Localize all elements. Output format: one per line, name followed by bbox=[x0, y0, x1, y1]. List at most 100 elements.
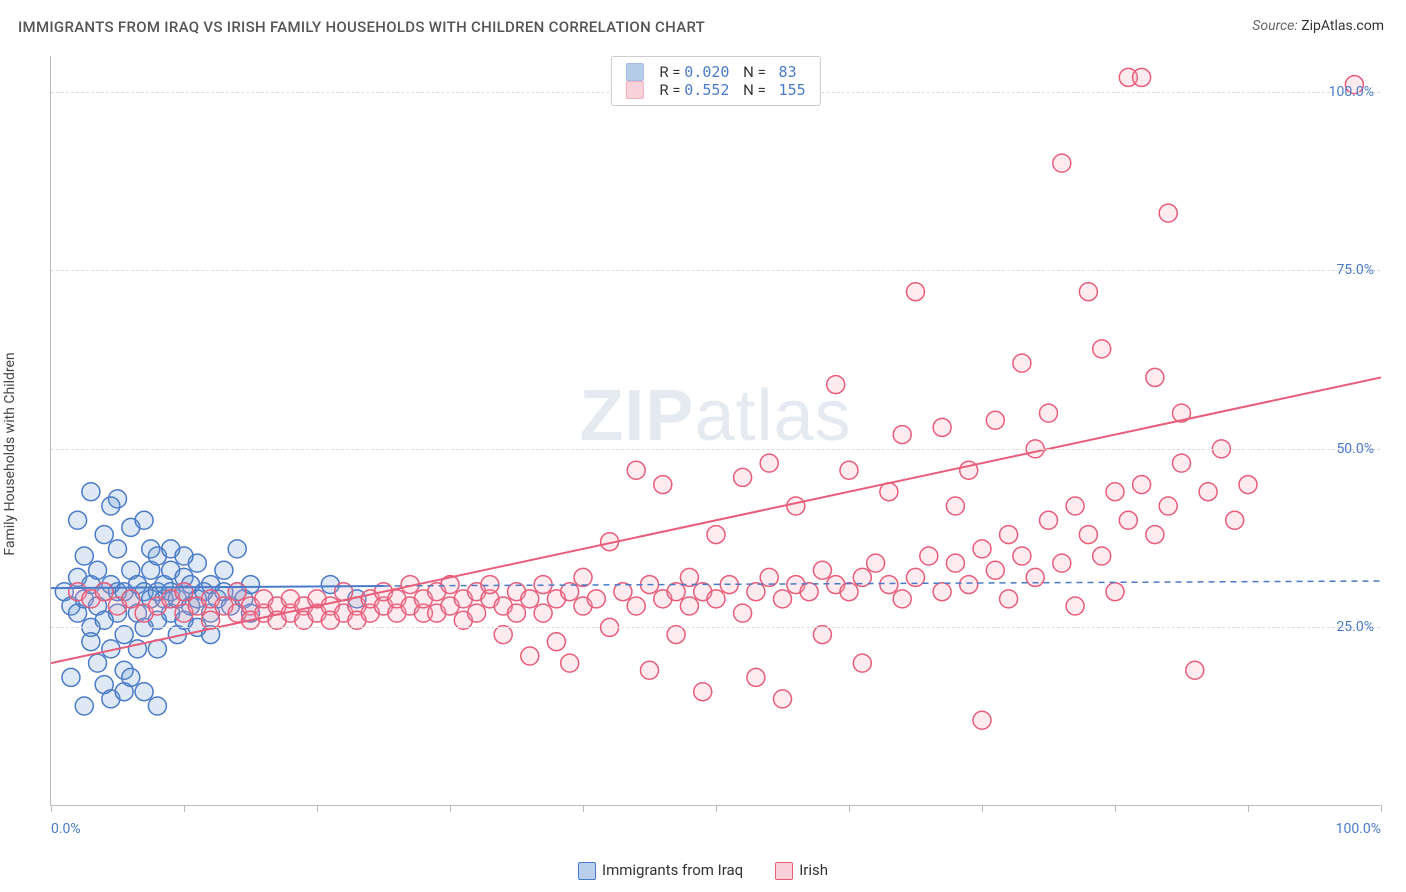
data-point bbox=[641, 661, 659, 679]
y-tick-label: 75.0% bbox=[1336, 262, 1374, 278]
gridline bbox=[51, 627, 1380, 628]
data-point bbox=[1040, 511, 1058, 529]
x-tick bbox=[583, 805, 584, 812]
legend-row: R = 0.020 N = 83 bbox=[625, 63, 805, 81]
x-tick bbox=[184, 805, 185, 812]
source-credit: Source: ZipAtlas.com bbox=[1252, 18, 1384, 34]
data-point bbox=[1066, 597, 1084, 615]
data-point bbox=[1053, 154, 1071, 172]
data-point bbox=[973, 711, 991, 729]
source-label: Source: bbox=[1252, 18, 1297, 34]
data-point bbox=[840, 583, 858, 601]
data-point bbox=[89, 561, 107, 579]
data-point bbox=[774, 590, 792, 608]
legend-swatch bbox=[775, 862, 793, 880]
data-point bbox=[920, 547, 938, 565]
data-point bbox=[82, 483, 100, 501]
data-point bbox=[827, 376, 845, 394]
data-point bbox=[1133, 476, 1151, 494]
data-point bbox=[1053, 554, 1071, 572]
data-point bbox=[1066, 497, 1084, 515]
data-point bbox=[1146, 368, 1164, 386]
x-tick bbox=[450, 805, 451, 812]
legend-swatch bbox=[625, 81, 643, 99]
data-point bbox=[734, 604, 752, 622]
data-point bbox=[521, 647, 539, 665]
x-tick bbox=[1115, 805, 1116, 812]
data-point bbox=[747, 668, 765, 686]
data-point bbox=[747, 583, 765, 601]
data-point bbox=[1013, 547, 1031, 565]
data-point bbox=[933, 583, 951, 601]
data-point bbox=[1000, 590, 1018, 608]
plot-area: ZIPatlas R = 0.020 N = 83R = 0.552 N = 1… bbox=[50, 56, 1380, 806]
x-tick bbox=[51, 805, 52, 812]
x-tick bbox=[317, 805, 318, 812]
data-point bbox=[1093, 340, 1111, 358]
data-point bbox=[175, 583, 193, 601]
data-point bbox=[1173, 454, 1191, 472]
legend-swatch bbox=[578, 862, 596, 880]
data-point bbox=[734, 468, 752, 486]
data-point bbox=[1106, 483, 1124, 501]
chart-title: IMMIGRANTS FROM IRAQ VS IRISH FAMILY HOU… bbox=[18, 18, 705, 36]
data-point bbox=[667, 583, 685, 601]
data-point bbox=[82, 633, 100, 651]
data-point bbox=[1159, 204, 1177, 222]
data-point bbox=[95, 583, 113, 601]
data-point bbox=[135, 683, 153, 701]
data-point bbox=[654, 476, 672, 494]
data-point bbox=[1079, 526, 1097, 544]
data-point bbox=[62, 668, 80, 686]
x-tick-label: 0.0% bbox=[51, 821, 81, 837]
legend-label: Irish bbox=[799, 861, 828, 879]
data-point bbox=[986, 561, 1004, 579]
data-point bbox=[707, 526, 725, 544]
legend-swatch bbox=[625, 63, 643, 81]
data-point bbox=[561, 654, 579, 672]
data-point bbox=[1026, 568, 1044, 586]
data-point bbox=[109, 540, 127, 558]
data-point bbox=[1093, 547, 1111, 565]
correlation-legend: R = 0.020 N = 83R = 0.552 N = 155 bbox=[610, 56, 820, 106]
data-point bbox=[694, 683, 712, 701]
y-tick-label: 100.0% bbox=[1329, 84, 1374, 100]
legend-item: Immigrants from Iraq bbox=[578, 861, 743, 880]
data-point bbox=[1146, 526, 1164, 544]
scatter-svg bbox=[51, 56, 1380, 805]
data-point bbox=[946, 497, 964, 515]
data-point bbox=[228, 583, 246, 601]
data-point bbox=[75, 697, 93, 715]
gridline bbox=[51, 270, 1380, 271]
data-point bbox=[1199, 483, 1217, 501]
data-point bbox=[69, 511, 87, 529]
legend-n-value: N = 155 bbox=[739, 81, 805, 99]
data-point bbox=[1226, 511, 1244, 529]
source-value: ZipAtlas.com bbox=[1301, 18, 1384, 34]
data-point bbox=[893, 590, 911, 608]
data-point bbox=[135, 511, 153, 529]
data-point bbox=[1079, 283, 1097, 301]
legend-r-value: R = 0.020 bbox=[659, 63, 729, 81]
gridline bbox=[51, 449, 1380, 450]
data-point bbox=[933, 418, 951, 436]
data-point bbox=[627, 597, 645, 615]
trend-line bbox=[51, 377, 1381, 663]
data-point bbox=[813, 561, 831, 579]
data-point bbox=[946, 554, 964, 572]
x-tick bbox=[716, 805, 717, 812]
data-point bbox=[973, 540, 991, 558]
data-point bbox=[800, 583, 818, 601]
data-point bbox=[1013, 354, 1031, 372]
data-point bbox=[574, 568, 592, 586]
legend-row: R = 0.552 N = 155 bbox=[625, 81, 805, 99]
data-point bbox=[680, 597, 698, 615]
data-point bbox=[547, 633, 565, 651]
data-point bbox=[893, 426, 911, 444]
bottom-legend: Immigrants from Iraq Irish bbox=[578, 861, 828, 880]
data-point bbox=[867, 554, 885, 572]
data-point bbox=[95, 526, 113, 544]
y-axis-label: Family Households with Children bbox=[2, 352, 18, 555]
data-point bbox=[215, 561, 233, 579]
data-point bbox=[1040, 404, 1058, 422]
